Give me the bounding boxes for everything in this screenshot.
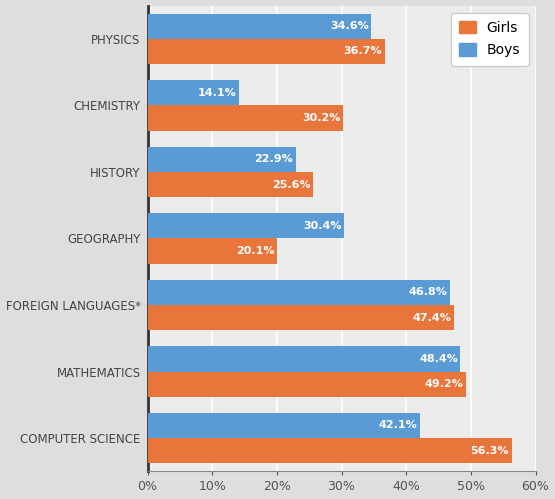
Bar <box>148 39 385 64</box>
Bar <box>148 13 371 39</box>
Text: 36.7%: 36.7% <box>344 46 382 56</box>
Bar <box>148 372 466 397</box>
Bar <box>148 147 296 172</box>
Bar <box>148 280 450 305</box>
Bar <box>148 413 420 438</box>
Text: 34.6%: 34.6% <box>330 21 369 31</box>
Text: 22.9%: 22.9% <box>254 154 293 164</box>
Text: 30.2%: 30.2% <box>302 113 340 123</box>
Text: 42.1%: 42.1% <box>379 421 417 431</box>
Bar <box>148 105 343 131</box>
Bar <box>148 239 278 264</box>
Text: 47.4%: 47.4% <box>412 313 451 323</box>
Bar <box>148 305 454 330</box>
Bar <box>148 213 344 239</box>
Bar <box>148 438 512 464</box>
Text: 56.3%: 56.3% <box>471 446 509 456</box>
Bar <box>148 346 461 372</box>
Bar <box>148 172 313 197</box>
Text: 14.1%: 14.1% <box>198 88 236 98</box>
Text: 30.4%: 30.4% <box>303 221 341 231</box>
Text: 20.1%: 20.1% <box>236 246 275 256</box>
Text: 48.4%: 48.4% <box>419 354 458 364</box>
Legend: Girls, Boys: Girls, Boys <box>451 12 528 65</box>
Text: 25.6%: 25.6% <box>272 180 310 190</box>
Text: 49.2%: 49.2% <box>424 379 463 389</box>
Text: 46.8%: 46.8% <box>408 287 447 297</box>
Bar <box>148 80 239 105</box>
